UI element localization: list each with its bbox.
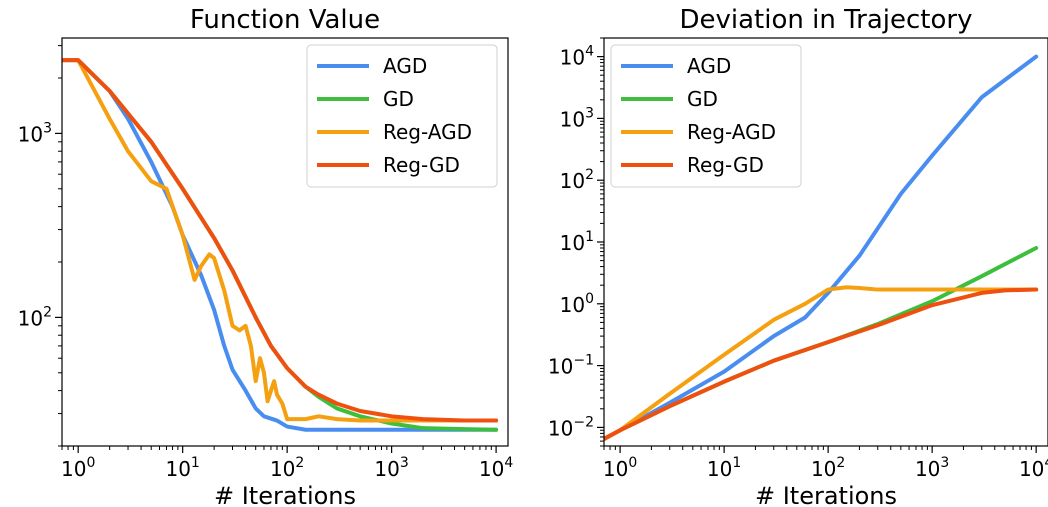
legend-label-reg-agd: Reg-AGD bbox=[383, 120, 472, 144]
legend-box bbox=[306, 44, 498, 188]
series-line-reg-agd bbox=[62, 58, 499, 423]
series-line-agd bbox=[604, 54, 1039, 441]
y-tick-label: 102 bbox=[560, 167, 594, 193]
axes-frame bbox=[61, 37, 509, 447]
y-tick-label: 10−2 bbox=[548, 414, 594, 440]
y-tick-label: 104 bbox=[560, 44, 594, 70]
y-tick-label: 10−1 bbox=[548, 353, 594, 379]
legend-box bbox=[610, 44, 802, 188]
panel-2: Deviation in Trajectory # Iterations 100 10… bbox=[548, 5, 1048, 507]
chart-title: Function Value bbox=[190, 5, 380, 35]
series-line-reg-gd bbox=[604, 287, 1039, 441]
series-line-agd bbox=[62, 58, 499, 432]
x-tick-label: 101 bbox=[165, 455, 199, 481]
panel-1: Function Value # Iterations 100 101 102 103 10… bbox=[18, 5, 514, 507]
x-tick-label: 100 bbox=[603, 455, 637, 481]
x-tick-label: 102 bbox=[811, 455, 845, 481]
legend-label-reg-agd: Reg-AGD bbox=[687, 120, 776, 144]
x-tick-label: 102 bbox=[270, 455, 304, 481]
x-tick-label: 101 bbox=[707, 455, 741, 481]
axes-frame bbox=[603, 37, 1048, 447]
x-tick-label: 104 bbox=[1019, 455, 1048, 481]
legend-label-agd: AGD bbox=[383, 54, 427, 78]
y-tick-label: 103 bbox=[18, 120, 52, 146]
legend: AGD GD Reg-AGD Reg-GD bbox=[306, 44, 498, 188]
x-tick-label: 104 bbox=[479, 455, 513, 481]
legend: AGD GD Reg-AGD Reg-GD bbox=[610, 44, 802, 188]
y-tick-label: 100 bbox=[560, 291, 594, 317]
y-tick-label: 103 bbox=[560, 105, 594, 131]
x-axis-label: # Iterations bbox=[755, 482, 897, 507]
legend-label-agd: AGD bbox=[687, 54, 731, 78]
x-tick-label: 103 bbox=[374, 455, 408, 481]
x-axis-label: # Iterations bbox=[214, 482, 356, 507]
series-line-reg-agd bbox=[604, 285, 1039, 441]
legend-label-reg-gd: Reg-GD bbox=[383, 153, 460, 177]
series-lines bbox=[62, 58, 499, 432]
legend-label-gd: GD bbox=[383, 87, 414, 111]
x-tick-label: 100 bbox=[61, 455, 95, 481]
series-line-reg-gd bbox=[62, 58, 499, 423]
y-tick-label: 102 bbox=[18, 304, 52, 330]
series-lines bbox=[604, 54, 1039, 441]
chart-title: Deviation in Trajectory bbox=[680, 5, 973, 35]
x-tick-label: 103 bbox=[915, 455, 949, 481]
legend-label-reg-gd: Reg-GD bbox=[687, 153, 764, 177]
y-tick-label: 101 bbox=[560, 229, 594, 255]
legend-label-gd: GD bbox=[687, 87, 718, 111]
